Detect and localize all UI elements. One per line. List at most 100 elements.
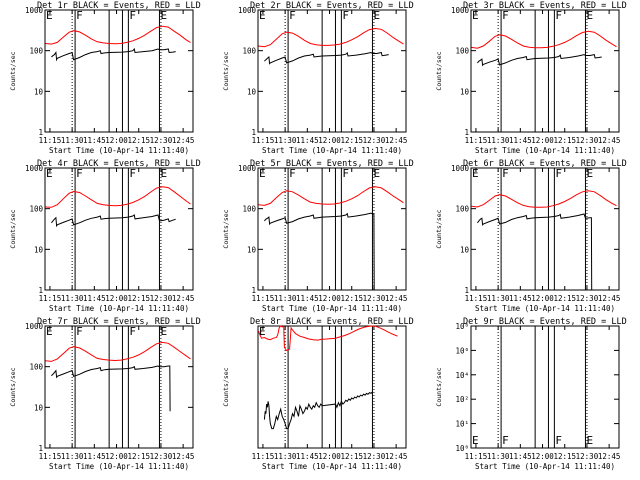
x-tick-label: 12:30 [576,136,599,145]
x-tick-label: 11:30 [487,452,510,461]
flag-f: F [76,9,83,22]
x-tick-label: 12:45 [598,294,621,303]
x-axis-label: Start Time (10-Apr-14 11:11:40) [262,462,402,471]
lld-rate-line [45,341,191,362]
y-tick-label: 100 [29,205,43,214]
x-tick-label: 12:30 [363,136,386,145]
flag-e: E [586,9,593,22]
y-tick-label: 10² [455,395,469,404]
x-tick-label: 12:30 [150,136,173,145]
y-tick-label: 100 [455,205,469,214]
x-tick-label: 12:30 [150,452,173,461]
flag-f: F [289,9,296,22]
chart-title: Det 1r BLACK = Events, RED = LLD [37,1,201,11]
x-tick-label: 11:15 [39,452,62,461]
y-axis-label: Counts/sec [222,209,230,248]
y-tick-label: 1000 [238,6,257,15]
x-tick-label: 12:15 [553,452,576,461]
event-rate-line [263,391,373,430]
y-tick-label: 1000 [451,6,470,15]
x-tick-label: 12:45 [172,452,195,461]
x-tick-label: 12:15 [127,294,150,303]
y-tick-label: 10 [247,245,257,254]
y-tick-label: 100 [242,47,256,56]
chart-title: Det 8r BLACK = Events, RED = LLD [250,317,414,327]
event-rate-line [51,214,176,228]
x-tick-label: 11:45 [83,452,106,461]
event-rate-line [264,51,389,65]
x-tick-label: 12:30 [576,294,599,303]
x-axis-label: Start Time (10-Apr-14 11:11:40) [262,146,402,155]
flag-e: E [373,167,380,180]
y-axis-label: Counts/sec [9,209,17,248]
lld-rate-line [45,25,191,45]
event-rate-line [477,54,602,67]
x-tick-label: 12:00 [105,136,128,145]
x-axis-label: Start Time (10-Apr-14 11:11:40) [475,146,615,155]
y-tick-label: 10⁴ [455,371,469,380]
chart-title: Det 9r BLACK = Events, RED = LLD [463,317,627,327]
x-tick-label: 12:00 [318,136,341,145]
y-tick-label: 10 [34,403,44,412]
flag-f: F [555,167,562,180]
x-tick-label: 12:45 [172,294,195,303]
x-tick-label: 11:30 [274,136,297,145]
y-axis-label: Counts/sec [222,367,230,406]
flag-f: F [502,434,509,447]
y-tick-label: 1000 [25,322,44,331]
x-tick-label: 11:45 [509,452,532,461]
chart-title: Det 2r BLACK = Events, RED = LLD [250,1,414,11]
plot-frame [257,9,407,133]
flag-f: F [342,9,349,22]
plot-frame [470,325,620,449]
x-tick-label: 11:45 [296,294,319,303]
y-tick-label: 1000 [25,6,44,15]
flag-f: F [502,167,509,180]
x-tick-label: 11:30 [61,452,84,461]
x-tick-label: 12:15 [340,136,363,145]
y-tick-label: 10⁸ [455,322,469,331]
event-rate-line [264,212,375,291]
flag-f: F [129,167,136,180]
flag-e: E [259,9,266,22]
chart-title: Det 3r BLACK = Events, RED = LLD [463,1,627,11]
x-tick-label: 12:30 [150,294,173,303]
flag-e: E [259,167,266,180]
flag-e: E [160,9,167,22]
x-tick-label: 12:15 [340,452,363,461]
lld-rate-line [258,186,404,206]
y-tick-label: 100 [29,47,43,56]
x-tick-label: 11:45 [296,136,319,145]
lld-rate-line [258,27,404,48]
x-tick-label: 11:15 [39,294,62,303]
y-axis-label: Counts/sec [435,51,443,90]
x-tick-label: 12:30 [363,452,386,461]
y-tick-label: 1000 [25,164,44,173]
x-tick-label: 12:00 [531,452,554,461]
plot-frame [44,9,194,133]
x-tick-label: 12:00 [531,136,554,145]
y-tick-label: 10⁶ [455,346,469,355]
x-tick-label: 11:45 [509,136,532,145]
chart-title: Det 4r BLACK = Events, RED = LLD [37,159,201,169]
x-tick-label: 12:15 [340,294,363,303]
x-tick-label: 11:30 [274,452,297,461]
flag-e: E [472,9,479,22]
flag-f: F [555,9,562,22]
x-tick-label: 11:15 [252,452,275,461]
y-tick-label: 1 [38,444,43,453]
flag-e: E [160,325,167,338]
y-tick-label: 1 [464,128,469,137]
x-tick-label: 12:45 [385,294,408,303]
y-tick-label: 10 [34,245,44,254]
y-tick-label: 10 [247,87,257,96]
y-tick-label: 1000 [451,164,470,173]
x-tick-label: 11:15 [39,136,62,145]
flag-e: E [46,325,53,338]
lld-rate-line [45,186,191,208]
